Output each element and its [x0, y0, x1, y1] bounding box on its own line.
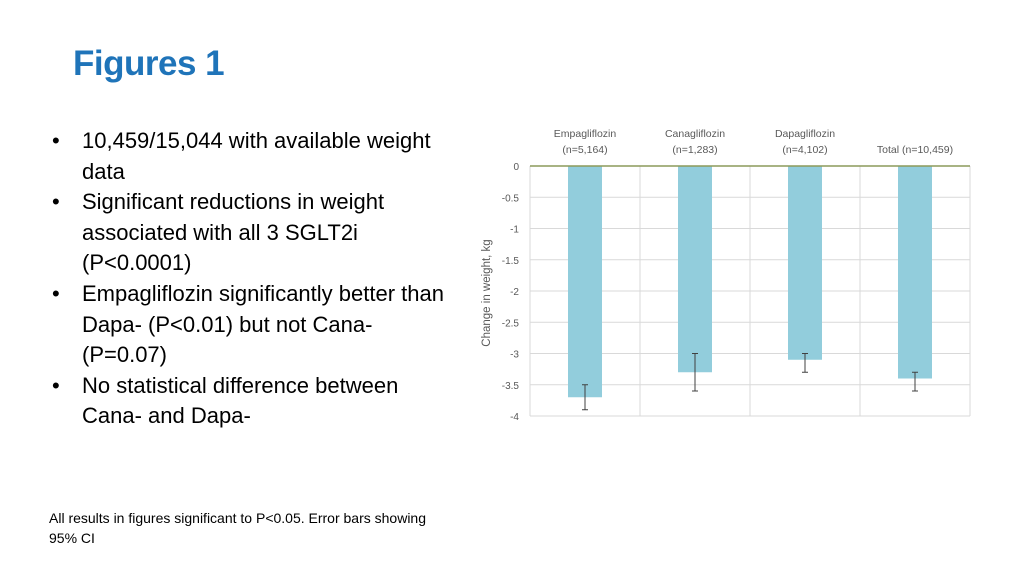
y-tick-label: -3.5	[502, 381, 520, 392]
bar	[678, 166, 712, 373]
x-tick-label: (n=5,164)	[562, 144, 607, 156]
x-tick-label: (n=1,283)	[672, 144, 717, 156]
bullet-text: Significant reductions in weight associa…	[82, 189, 385, 276]
y-tick-label: -3	[510, 350, 519, 361]
bar	[898, 166, 932, 379]
bullet-icon: •	[52, 280, 60, 306]
y-axis-label: Change in weight, kg	[481, 239, 493, 346]
bar	[568, 166, 602, 398]
bullet-text: No statistical difference between Cana- …	[82, 372, 399, 429]
y-tick-label: -4	[510, 412, 519, 423]
slide-title: Figures 1	[73, 44, 225, 83]
weight-change-bar-chart: 0 -0.5 -1 -1.5 -2 -2.5 -3 -3.5 -4 Empagliflozin (n…	[481, 128, 971, 423]
x-tick-label: Dapagliflozin	[775, 128, 835, 140]
bullet-item: • 10,459/15,044 with available weight dat…	[48, 126, 448, 187]
y-tick-label: 0	[513, 162, 519, 173]
x-tick-label: Total (n=10,459)	[877, 144, 953, 156]
bullet-icon: •	[52, 128, 60, 153]
y-tick-label: -0.5	[502, 193, 520, 204]
bar	[788, 166, 822, 360]
bullet-list: • 10,459/15,044 with available weight dat…	[48, 126, 448, 432]
bullet-text: 10,459/15,044 with available weight data	[82, 128, 431, 184]
x-tick-label: Empagliflozin	[554, 128, 617, 140]
bullet-item: • No statistical difference between Cana-…	[48, 371, 448, 432]
x-tick-label: Canagliflozin	[665, 128, 725, 140]
bullet-item: • Significant reductions in weight associ…	[48, 187, 448, 279]
y-tick-label: -1.5	[502, 256, 520, 267]
x-tick-label: (n=4,102)	[782, 144, 827, 156]
bullet-text: Empagliflozin significantly better than …	[82, 280, 444, 368]
y-tick-label: -2.5	[502, 318, 520, 329]
y-tick-label: -2	[510, 287, 519, 298]
footnote: All results in figures significant to P<…	[49, 510, 427, 546]
bullet-icon: •	[52, 372, 60, 398]
bullet-icon: •	[52, 189, 60, 215]
y-tick-label: -1	[510, 225, 519, 236]
bullet-item: • Empagliflozin significantly better than…	[48, 279, 448, 371]
